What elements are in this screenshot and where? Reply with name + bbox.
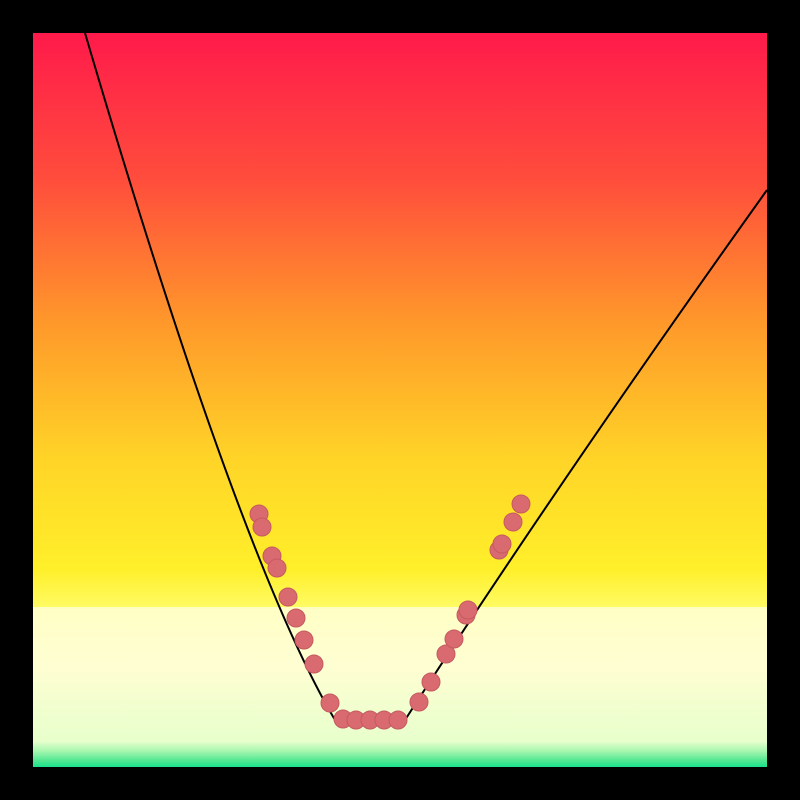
- data-marker: [493, 535, 511, 553]
- data-marker: [253, 518, 271, 536]
- data-marker: [422, 673, 440, 691]
- data-marker: [279, 588, 297, 606]
- data-marker: [459, 601, 477, 619]
- data-marker: [305, 655, 323, 673]
- plot-background: [33, 33, 767, 767]
- chart-stage: TheBottleneck.com: [0, 0, 800, 800]
- data-marker: [268, 559, 286, 577]
- data-marker: [321, 694, 339, 712]
- data-marker: [389, 711, 407, 729]
- data-marker: [504, 513, 522, 531]
- data-marker: [410, 693, 428, 711]
- chart-svg: [0, 0, 800, 800]
- data-marker: [445, 630, 463, 648]
- plot-area: [33, 33, 767, 767]
- data-marker: [295, 631, 313, 649]
- data-marker: [287, 609, 305, 627]
- watermark-text: TheBottleneck.com: [580, 2, 786, 28]
- data-marker: [512, 495, 530, 513]
